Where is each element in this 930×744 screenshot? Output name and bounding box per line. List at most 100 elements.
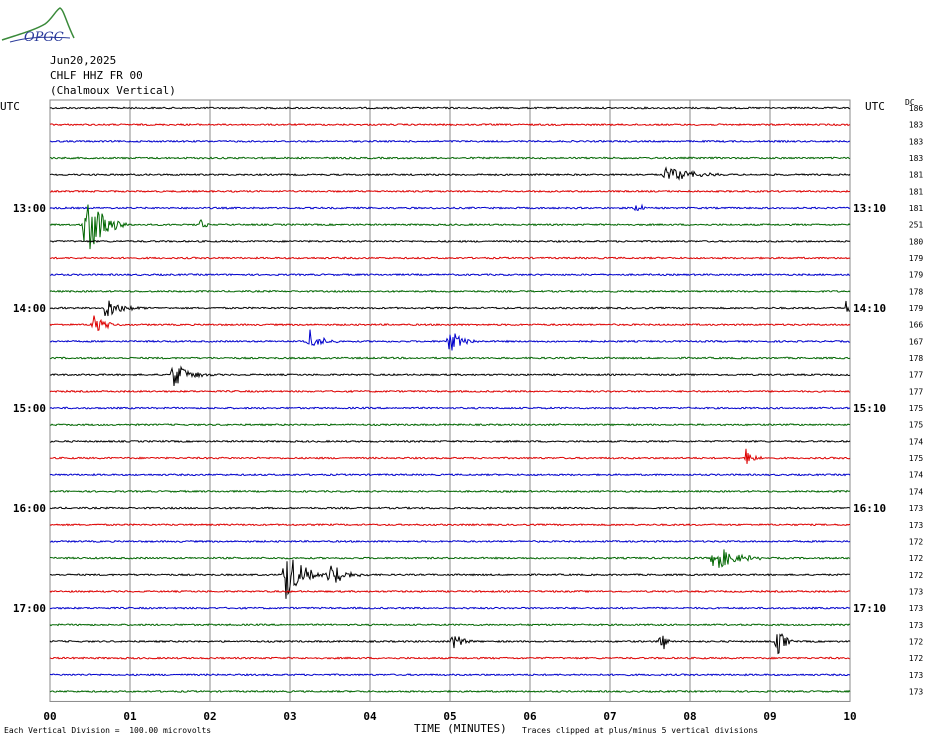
channel-label: CHLF HHZ FR 00 — [50, 69, 143, 82]
dc-offset-label: 183 — [909, 121, 924, 130]
dc-offset-label: 172 — [909, 554, 924, 563]
trace-row-29 — [49, 589, 851, 594]
left-hour-label: 16:00 — [13, 502, 46, 515]
dc-offset-label: 177 — [909, 387, 924, 396]
x-tick-label: 04 — [363, 710, 377, 723]
trace-row-34 — [49, 673, 851, 677]
trace-row-13 — [49, 315, 851, 331]
trace-row-26 — [49, 539, 851, 544]
dc-offset-label: 173 — [909, 671, 924, 680]
trace-row-31 — [49, 623, 851, 627]
x-axis-title: TIME (MINUTES) — [414, 722, 507, 735]
dc-offset-label: 178 — [909, 287, 924, 296]
date-label: Jun20,2025 — [50, 54, 117, 67]
trace-row-18 — [49, 406, 851, 410]
dc-offset-label: 178 — [909, 354, 924, 363]
trace-row-20 — [50, 439, 851, 444]
trace-row-30 — [49, 606, 851, 610]
dc-offset-label: 167 — [909, 337, 924, 346]
dc-offset-label: 173 — [909, 504, 924, 513]
right-hour-label: 13:10 — [853, 202, 886, 215]
trace-row-8 — [49, 239, 851, 243]
left-hour-label: 14:00 — [13, 302, 46, 315]
trace-row-6 — [49, 203, 851, 212]
dc-offset-label: 173 — [909, 521, 924, 530]
dc-offset-label: 179 — [909, 254, 924, 263]
x-tick-label: 02 — [203, 710, 216, 723]
dc-offset-label: 172 — [909, 637, 924, 646]
axis-labels: 00 01 02 03 04 05 06 07 08 09 10 186 183 183 183 181 181… — [13, 104, 924, 723]
dc-offset-label: 174 — [909, 487, 924, 496]
trace-row-17 — [49, 389, 851, 394]
trace-row-7 — [49, 204, 851, 250]
trace-row-0 — [49, 106, 851, 110]
trace-row-1 — [49, 123, 851, 127]
dc-offset-label: 180 — [909, 237, 924, 246]
x-tick-label: 03 — [283, 710, 296, 723]
trace-row-3 — [50, 156, 851, 160]
trace-row-27 — [49, 549, 851, 568]
dc-offset-label: 172 — [909, 654, 924, 663]
utc-right-label: UTC — [865, 100, 885, 113]
trace-row-9 — [49, 256, 851, 260]
trace-row-14 — [49, 329, 851, 351]
right-hour-label: 17:10 — [853, 602, 886, 615]
trace-row-11 — [49, 289, 851, 294]
trace-row-23 — [49, 489, 851, 494]
trace-row-25 — [49, 523, 850, 527]
dc-offset-label: 181 — [909, 187, 924, 196]
dc-offset-label: 177 — [909, 371, 924, 380]
dc-offset-label: 183 — [909, 154, 924, 163]
trace-row-35 — [49, 689, 851, 694]
grid — [49, 99, 851, 702]
trace-row-28 — [49, 559, 851, 599]
x-tick-label: 10 — [843, 710, 856, 723]
trace-row-32 — [49, 633, 851, 655]
trace-row-19 — [49, 423, 851, 427]
station-name-label: (Chalmoux Vertical) — [50, 84, 176, 97]
trace-row-21 — [49, 448, 851, 464]
trace-row-2 — [49, 139, 850, 143]
dc-offset-label: 179 — [909, 271, 924, 280]
trace-row-10 — [49, 273, 851, 277]
dc-offset-label: 166 — [909, 321, 924, 330]
dc-column-label: DC — [905, 98, 915, 107]
trace-row-33 — [49, 656, 851, 660]
trace-row-5 — [50, 189, 851, 193]
left-hour-label: 17:00 — [13, 602, 46, 615]
x-tick-label: 05 — [443, 710, 456, 723]
trace-row-24 — [49, 506, 851, 510]
trace-row-12 — [49, 300, 851, 317]
dc-offset-label: 173 — [909, 687, 924, 696]
x-tick-label: 07 — [603, 710, 616, 723]
x-tick-label: 09 — [763, 710, 776, 723]
traces — [49, 106, 851, 694]
dc-offset-label: 173 — [909, 621, 924, 630]
dc-offset-label: 181 — [909, 204, 924, 213]
opgc-logo: OPGC — [1, 7, 75, 44]
dc-offset-label: 181 — [909, 171, 924, 180]
trace-row-22 — [49, 473, 851, 477]
dc-offset-label: 251 — [909, 221, 924, 230]
logo-text: OPGC — [24, 30, 64, 44]
left-hour-label: 15:00 — [13, 402, 46, 415]
dc-offset-label: 175 — [909, 404, 924, 413]
dc-offset-label: 179 — [909, 304, 924, 313]
dc-offset-label: 183 — [909, 137, 924, 146]
x-tick-label: 01 — [123, 710, 137, 723]
trace-row-16 — [49, 365, 851, 387]
x-tick-label: 06 — [523, 710, 537, 723]
dc-offset-label: 186 — [909, 104, 924, 113]
left-hour-label: 13:00 — [13, 202, 46, 215]
clip-note: Traces clipped at plus/minus 5 vertical … — [522, 726, 759, 735]
dc-offset-label: 172 — [909, 571, 924, 580]
scale-note: Each Vertical Division = 100.00 microvol… — [4, 726, 212, 735]
dc-offset-label: 175 — [909, 454, 924, 463]
dc-offset-label: 174 — [909, 471, 924, 480]
right-hour-label: 16:10 — [853, 502, 886, 515]
trace-row-4 — [49, 166, 851, 181]
trace-row-15 — [49, 356, 851, 360]
right-hour-label: 14:10 — [853, 302, 886, 315]
dc-offset-label: 172 — [909, 537, 924, 546]
